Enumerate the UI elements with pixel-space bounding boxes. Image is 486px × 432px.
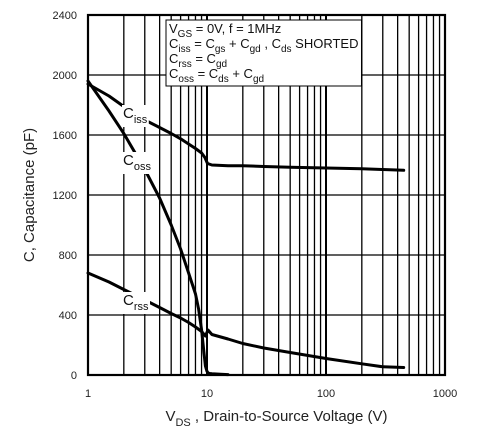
plot-frame — [86, 13, 447, 377]
x-tick-label: 1000 — [433, 388, 457, 400]
note-box — [165, 19, 362, 87]
tick-labels: 1 10 100 1000 0 400 800 1200 1600 2000 2400 — [53, 10, 458, 400]
series-label-crss: Crss — [122, 292, 151, 314]
x-axis-title: VDS , Drain-to-Source Voltage (V) — [165, 408, 387, 429]
y-tick-label: 1200 — [53, 190, 77, 202]
svg-text:Crss: Crss — [123, 292, 149, 313]
series-label-coss: Coss — [122, 152, 153, 174]
y-tick-label: 400 — [59, 310, 77, 322]
note-line: Ciss = Cgs + Cgd , Cds SHORTED — [169, 36, 358, 55]
x-tick-label: 10 — [201, 388, 213, 400]
svg-text:Coss: Coss — [123, 152, 151, 173]
y-tick-label: 2000 — [53, 70, 77, 82]
note-line: VGS = 0V, f = 1MHz — [169, 21, 281, 40]
x-tick-label: 1 — [85, 388, 91, 400]
x-tick-label: 100 — [317, 388, 335, 400]
y-tick-label: 2400 — [53, 10, 77, 22]
note-line: Coss = Cds + Cgd — [169, 66, 264, 85]
y-tick-label: 0 — [71, 370, 77, 382]
series-line-ciss — [86, 82, 406, 172]
y-tick-label: 1600 — [53, 130, 77, 142]
svg-text:Ciss: Ciss — [123, 105, 148, 126]
note-line: Crss = Cgd — [169, 51, 227, 70]
axis-titles: VDS , Drain-to-Source Voltage (V) C, Capa… — [21, 128, 388, 429]
series-line-crss — [86, 271, 406, 369]
series-labels: Ciss Coss Crss — [122, 105, 153, 314]
series-label-ciss: Ciss — [122, 105, 149, 127]
y-tick-label: 800 — [59, 250, 77, 262]
plot-border — [86, 13, 447, 377]
y-axis-title: C, Capacitance (pF) — [21, 128, 38, 262]
